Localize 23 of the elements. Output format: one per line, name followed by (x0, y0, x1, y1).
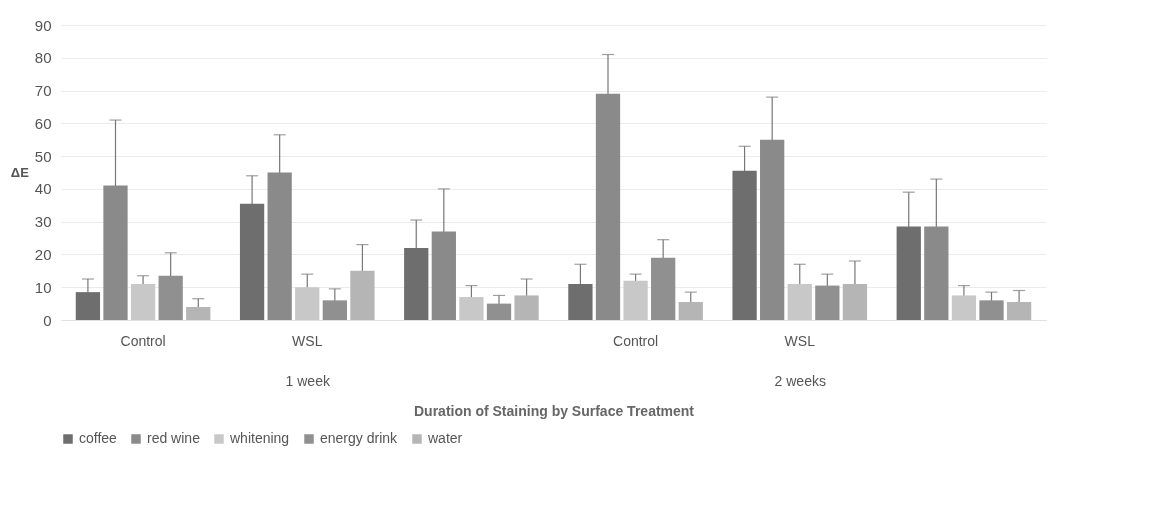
text: 1 week (285, 372, 331, 389)
y-tick-label: 20 (34, 245, 52, 263)
legend-label: whitening (229, 430, 290, 446)
y-axis-title: ΔE (10, 165, 30, 180)
x-tick-label: Control (613, 332, 659, 349)
legend-label: coffee (79, 430, 118, 446)
y-tick-label: 50 (34, 147, 52, 165)
legend-label: water (427, 430, 463, 446)
y-tick-label: 70 (34, 82, 52, 100)
y-tick-label: 80 (34, 49, 52, 67)
y-tick-label: 90 (34, 16, 52, 34)
x-tick-label: WSL (292, 332, 323, 349)
x-tick-label: Control (120, 332, 166, 349)
text: 2 weeks (774, 372, 826, 389)
y-tick-label: 0 (43, 311, 52, 329)
legend-label: energy drink (320, 430, 399, 446)
legend-label: red wine (147, 430, 201, 446)
x-axis-title: Duration of Staining by Surface Treatment (413, 402, 695, 419)
y-tick-label: 10 (34, 278, 52, 296)
y-tick-label: 30 (34, 213, 52, 231)
y-tick-label: 40 (34, 180, 52, 198)
y-tick-label: 60 (34, 114, 52, 132)
x-tick-label: WSL (784, 332, 816, 349)
